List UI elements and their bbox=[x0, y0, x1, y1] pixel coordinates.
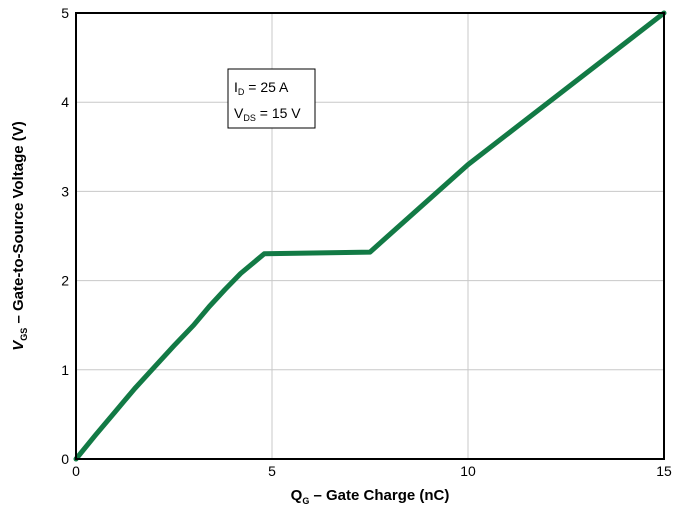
y-tick-label: 0 bbox=[61, 451, 69, 467]
x-tick-label: 10 bbox=[460, 463, 476, 479]
annotation-vds-value: = 15 V bbox=[256, 105, 301, 121]
annotation-vds-sub: DS bbox=[243, 113, 256, 123]
x-tick-label: 15 bbox=[656, 463, 672, 479]
plot-frame bbox=[75, 12, 665, 460]
y-tick-label: 4 bbox=[61, 94, 69, 110]
gate-charge-curve bbox=[73, 10, 667, 462]
x-axis-title: QG – Gate Charge (nC) bbox=[291, 487, 450, 506]
x-tick-label: 5 bbox=[268, 463, 276, 479]
y-tick-label: 2 bbox=[61, 273, 69, 289]
annotation-box: ID = 25 A VDS = 15 V bbox=[227, 68, 316, 129]
x-axis-title-main: Q bbox=[291, 487, 303, 504]
annotation-vds-main: V bbox=[234, 105, 244, 121]
y-axis-title: VGS – Gate-to-Source Voltage (V) bbox=[10, 121, 29, 350]
annotation-frame bbox=[227, 68, 316, 129]
x-axis-title-rest: – Gate Charge (nC) bbox=[309, 487, 449, 504]
y-axis-title-main: V bbox=[10, 339, 27, 351]
y-tick-labels: 0 1 2 3 4 5 bbox=[61, 5, 69, 467]
y-tick-label: 1 bbox=[61, 362, 69, 378]
annotation-id-value: = 25 A bbox=[244, 79, 289, 95]
annotation-line-vds: VDS = 15 V bbox=[234, 105, 301, 123]
y-tick-label: 3 bbox=[61, 183, 69, 199]
annotation-id-main: I bbox=[234, 79, 238, 95]
x-tick-labels: 0 5 10 15 bbox=[72, 463, 672, 479]
annotation-id-sub: D bbox=[238, 87, 245, 97]
y-tick-label: 5 bbox=[61, 5, 69, 21]
series-layer bbox=[73, 10, 667, 462]
y-axis-title-sub: GS bbox=[19, 328, 29, 341]
x-axis-title-sub: G bbox=[302, 496, 309, 506]
y-axis-title-rest: – Gate-to-Source Voltage (V) bbox=[10, 121, 27, 327]
grid-lines bbox=[76, 13, 664, 459]
x-tick-label: 0 bbox=[72, 463, 80, 479]
annotation-line-id: ID = 25 A bbox=[234, 79, 289, 97]
